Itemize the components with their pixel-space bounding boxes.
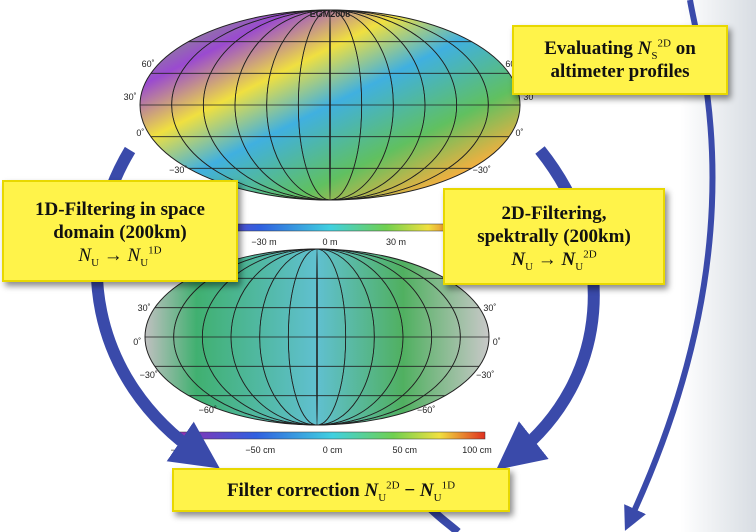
lat-label: 30˚	[483, 303, 496, 313]
lat-label: −30˚	[473, 165, 491, 175]
box-2d: 2D-Filtering,spektrally (200km) NU → NU2…	[443, 188, 665, 285]
lat-label: 0˚	[493, 337, 501, 347]
lat-label: −30˚	[476, 370, 494, 380]
lat-label: 60˚	[142, 59, 155, 69]
colorbar-label: −30 m	[251, 237, 276, 247]
page: 60˚60˚30˚30˚0˚0˚−30˚−30˚−60 m−30 m0 m30 …	[0, 0, 756, 532]
colorbar	[180, 432, 485, 439]
box-correction: Filter correction NU2D − NU1D	[172, 468, 510, 512]
colorbar-label: 100 cm	[462, 445, 492, 455]
lat-label: 30˚	[138, 303, 151, 313]
colorbar-label: 0 cm	[323, 445, 343, 455]
lat-label: 0˚	[516, 128, 524, 138]
lat-label: 30˚	[124, 92, 137, 102]
map-title: EGM2008	[310, 9, 351, 19]
lat-label: −30˚	[140, 370, 158, 380]
lat-label: 0˚	[133, 337, 141, 347]
lat-label: −60˚	[417, 405, 435, 415]
colorbar-label: 50 cm	[392, 445, 417, 455]
lat-label: −60˚	[199, 405, 217, 415]
lat-label: −30˚	[169, 165, 187, 175]
lat-label: 0˚	[136, 128, 144, 138]
colorbar-label: 30 m	[386, 237, 406, 247]
colorbar-label: −50 cm	[245, 445, 275, 455]
colorbar-label: 0 m	[322, 237, 337, 247]
